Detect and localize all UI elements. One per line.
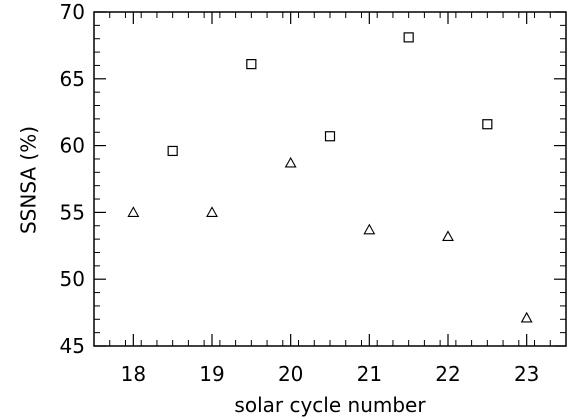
x-tick-label: 23: [514, 362, 539, 386]
square-marker: [403, 32, 414, 43]
x-tick-label: 22: [435, 362, 460, 386]
triangle-marker: [206, 206, 218, 217]
y-axis-title: SSNSA (%): [17, 126, 41, 234]
y-tick-label: 45: [60, 334, 85, 358]
axis-tick-labels: 18 19 20 21 22 23 45 50 55 60 65 70: [60, 0, 540, 386]
y-tick-label: 60: [60, 134, 85, 158]
square-marker: [167, 145, 178, 157]
x-axis-title: solar cycle number: [234, 393, 426, 417]
triangle-marker: [284, 156, 297, 168]
y-tick-label: 65: [60, 67, 85, 91]
y-tick-label: 55: [60, 200, 85, 224]
triangle-marker: [127, 206, 140, 217]
triangle-marker: [520, 311, 533, 323]
axis-ticks: [93, 11, 567, 347]
x-tick-label: 20: [278, 362, 303, 386]
triangle-marker: [442, 230, 454, 241]
y-tick-label: 70: [60, 0, 85, 24]
plot-frame: [93, 11, 567, 347]
x-tick-label: 18: [121, 362, 146, 386]
y-tick-label: 50: [60, 267, 85, 291]
square-marker: [482, 119, 493, 130]
triangle-marker: [363, 223, 376, 235]
square-marker: [246, 59, 257, 70]
x-tick-label: 21: [357, 362, 382, 386]
data-points: [127, 32, 533, 323]
square-marker: [324, 131, 336, 142]
x-tick-label: 19: [199, 362, 224, 386]
